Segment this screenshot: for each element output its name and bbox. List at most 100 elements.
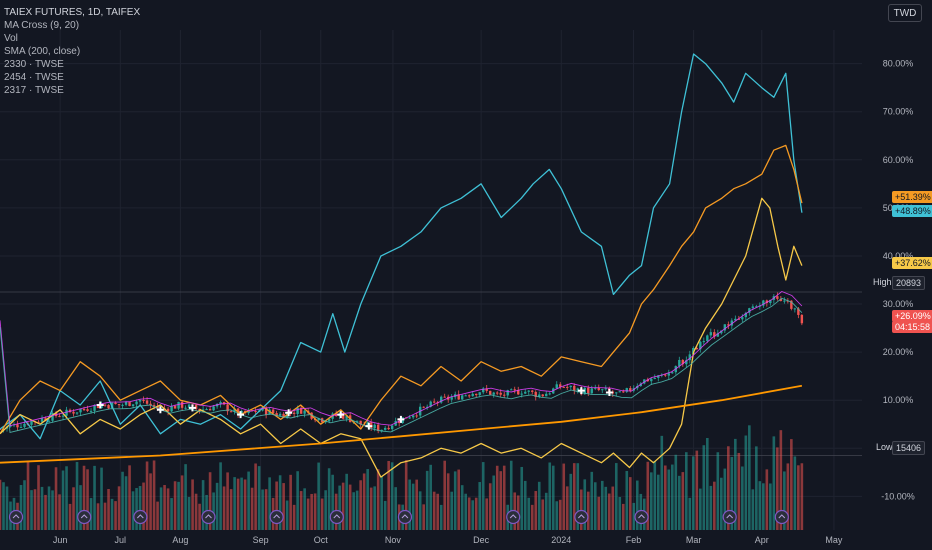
candle-body [254,410,257,412]
series-line-0 [0,53,803,440]
candle-body [117,404,121,406]
volume-bar [667,469,671,530]
candle-body [376,424,380,431]
volume-bar [331,474,334,530]
volume-bar [404,460,408,530]
legend-compare-2317[interactable]: 2317 · TWSE [4,85,64,96]
cross-marker [156,406,164,414]
badge-2454: +51.39% [892,191,932,203]
candle-body [653,377,656,379]
candle-body [138,400,142,402]
candle-body [524,391,527,394]
candle-body [510,389,513,391]
candle-body [390,425,394,430]
legend-compare-2330[interactable]: 2330 · TWSE [4,59,64,70]
legend-symbol[interactable]: TAIEX FUTURES, 1D, TAIFEX [4,7,141,18]
cross-marker [188,404,196,412]
volume-bar [793,456,797,530]
y-tick-label: 80.00% [883,59,914,69]
candle-body [208,409,212,411]
legend-indicator-sma[interactable]: SMA (200, close) [4,46,81,57]
candle-body [282,413,285,418]
candle-body [489,390,492,395]
volume-bar [530,504,534,530]
volume-bar [289,474,292,530]
x-tick-label: Aug [172,535,188,545]
y-tick-label: 20.00% [883,347,914,357]
candle-body [429,401,432,407]
volume-bar [586,491,590,530]
volume-bar [720,477,723,530]
volume-bar [369,487,373,530]
candle-body [468,395,471,397]
volume-bar [79,485,82,530]
candle-body [692,347,695,355]
candle-body [793,308,797,310]
candle-body [688,354,692,361]
volume-bar [285,500,289,530]
volume-bar [600,480,604,530]
candle-body [713,332,716,337]
candle-body [324,421,327,423]
legend-indicator-ma-cross[interactable]: MA Cross (9, 20) [4,20,80,31]
ma-line-ma_slow [0,297,803,433]
volume-bar [142,482,145,530]
volume-bar [184,464,187,530]
candle-body [103,404,107,406]
event-icons[interactable] [8,509,789,525]
candle-body [408,417,411,419]
candle-body [135,401,138,405]
candle-body [425,406,429,408]
chart-legend: TAIEX FUTURES, 1D, TAIFEX MA Cross (9, 2… [4,6,140,97]
volume-bar [628,477,632,530]
volume-bar [411,483,415,530]
volume-bar [495,465,499,530]
volume-bar [124,476,128,530]
candle-body [765,300,769,304]
volume-bar [348,484,352,530]
volume-bar [198,503,201,530]
volume-bar [663,465,667,530]
candle-body [166,408,170,412]
candle-body [82,409,86,411]
volume-bar [621,503,625,530]
volume-bar [446,473,450,530]
volume-bar [233,477,236,530]
candle-body [264,407,268,415]
volume-bar [5,486,9,530]
candle-body [538,394,541,397]
candle-body [545,393,548,397]
legend-indicator-vol[interactable]: Vol [4,33,18,44]
candle-body [527,390,530,392]
volume-bar [394,487,397,530]
event-icon [634,509,649,525]
candle-body [475,393,478,396]
event-icon-glyph [401,514,409,519]
volume-bar [194,493,198,530]
volume-bar [47,486,51,530]
volume-bar [149,473,152,530]
volume-bar [425,470,429,530]
candle-body [548,393,551,395]
volume-bar [117,486,121,530]
candle-body [387,427,390,430]
volume-bar [362,473,366,530]
candle-body [622,391,625,393]
candle-body [180,401,184,408]
candle-body [184,407,187,409]
candle-body [93,405,96,411]
volume-bar [75,461,79,530]
candle-body [201,409,205,411]
x-tick-label: Dec [473,535,490,545]
legend-compare-2454[interactable]: 2454 · TWSE [4,72,64,83]
currency-button[interactable]: TWD [888,4,922,22]
candle-body [173,405,177,409]
volume-bar [688,497,692,530]
event-icon-glyph [778,514,786,519]
candle-body [779,298,783,301]
volume-bar [671,464,674,530]
x-tick-label: May [825,535,843,545]
volume-bar [551,465,555,530]
y-tick-label: 30.00% [883,299,914,309]
